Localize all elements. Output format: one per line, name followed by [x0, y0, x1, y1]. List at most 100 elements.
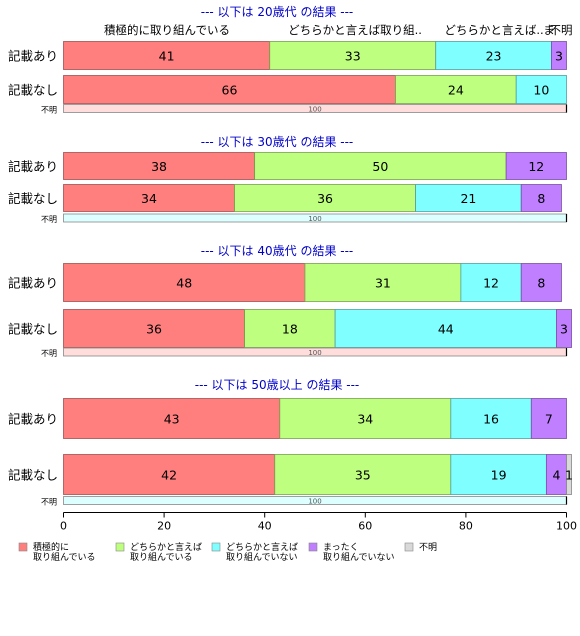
- header-label-1: どちらかと言えば取り組..: [288, 23, 422, 37]
- data-label-0-0-3: 3: [555, 49, 563, 64]
- bar-segment-3-0-2: [450, 398, 532, 439]
- bar-segment-1-0-3: [505, 152, 567, 180]
- data-label-0-1-0: 66: [222, 83, 238, 98]
- bar-segment-2-1-1: [244, 309, 336, 348]
- data-label-1-1-1: 36: [317, 191, 333, 206]
- group-title-1: --- 以下は 30歳代 の結果 ---: [201, 135, 354, 149]
- data-label-1-0-3: 12: [528, 159, 544, 174]
- group-title-2: --- 以下は 40歳代 の結果 ---: [201, 244, 354, 258]
- unknown-label-0: 不明: [41, 106, 57, 115]
- data-label-0-0-1: 33: [345, 49, 361, 64]
- header-label-0: 積極的に取り組んでいる: [104, 23, 230, 37]
- bar-segment-1-1-0: [63, 184, 235, 212]
- legend-label-2-line1: どちらかと言えば: [226, 541, 298, 553]
- legend-label-1-line2: 取り組んでいる: [130, 551, 193, 563]
- data-label-0-1-1: 24: [448, 83, 464, 98]
- data-label-1-0-1: 50: [372, 159, 388, 174]
- data-label-2-1-3: 3: [560, 322, 568, 337]
- unknown-value-3: 100: [308, 498, 321, 506]
- bar-segment-3-1-2: [450, 454, 547, 495]
- data-label-3-0-1: 34: [357, 412, 373, 427]
- bar-segment-2-0-3: [520, 263, 562, 302]
- data-label-3-0-3: 7: [545, 412, 553, 427]
- legend-swatch-1: [115, 542, 125, 552]
- bar-segment-1-0-1: [254, 152, 507, 180]
- bar-segment-0-0-3: [551, 41, 567, 70]
- data-label-2-1-1: 18: [282, 322, 298, 337]
- legend-swatch-0: [18, 542, 28, 552]
- data-label-0-0-2: 23: [486, 49, 502, 64]
- bar-segment-1-1-1: [234, 184, 417, 212]
- unknown-label-2: 不明: [41, 349, 57, 358]
- data-label-0-1-2: 10: [533, 83, 549, 98]
- x-tick-label-5: 100: [556, 520, 577, 533]
- bar-segment-3-1-1: [274, 454, 452, 495]
- x-tick-label-3: 60: [358, 520, 372, 533]
- data-label-3-1-0: 42: [161, 468, 177, 483]
- legend-label-4-line1: 不明: [419, 542, 437, 553]
- x-tick-label-0: 0: [60, 520, 67, 533]
- bar-segment-3-0-1: [279, 398, 452, 439]
- row-label-1-0: 記載あり: [8, 159, 58, 174]
- header-label-2: どちらかと言えば..: [444, 23, 543, 37]
- bar-segment-0-1-1: [395, 75, 517, 104]
- data-label-1-0-0: 38: [151, 159, 167, 174]
- bar-segment-1-0-0: [63, 152, 256, 180]
- data-label-3-1-2: 19: [491, 468, 507, 483]
- row-label-3-0: 記載あり: [8, 412, 58, 427]
- bar-segment-2-0-1: [304, 263, 462, 302]
- group-title-0: --- 以下は 20歳代 の結果 ---: [201, 5, 354, 19]
- unknown-value-1: 100: [308, 215, 321, 223]
- unknown-value-0: 100: [308, 106, 321, 114]
- data-label-2-0-3: 8: [537, 276, 545, 291]
- legend-label-1-line1: どちらかと言えば: [130, 541, 202, 553]
- bar-segment-2-1-2: [334, 309, 557, 348]
- row-label-0-0: 記載あり: [8, 49, 58, 64]
- bar-segment-0-0-0: [63, 41, 271, 70]
- row-label-2-1: 記載なし: [8, 322, 58, 337]
- data-label-3-1-4: 1: [565, 468, 573, 483]
- bar-segment-0-1-2: [515, 75, 567, 104]
- bar-segment-2-1-3: [556, 309, 572, 348]
- legend-label-3-line1: まったく: [323, 542, 359, 553]
- legend-swatch-3: [308, 542, 318, 552]
- legend-label-0-line2: 取り組んでいる: [33, 551, 96, 563]
- unknown-value-2: 100: [308, 349, 321, 357]
- data-label-1-1-2: 21: [460, 191, 476, 206]
- data-label-2-0-1: 31: [375, 276, 391, 291]
- bar-segment-0-1-0: [63, 75, 396, 104]
- data-label-1-1-0: 34: [141, 191, 157, 206]
- unknown-label-3: 不明: [41, 498, 57, 507]
- bar-segment-3-1-4: [566, 454, 572, 495]
- header-label-3: ま: [543, 23, 555, 37]
- legend-label-0-line1: 積極的に: [33, 541, 69, 553]
- data-label-2-1-2: 44: [438, 322, 454, 337]
- data-label-3-1-3: 4: [552, 468, 560, 483]
- data-label-1-1-3: 8: [537, 191, 545, 206]
- bar-segment-0-0-1: [269, 41, 437, 70]
- row-label-0-1: 記載なし: [8, 83, 58, 98]
- legend-swatch-2: [211, 542, 221, 552]
- x-tick-label-4: 80: [459, 520, 473, 533]
- legend-label-3-line2: 取り組んでいない: [323, 551, 395, 563]
- data-label-3-0-2: 16: [483, 412, 499, 427]
- row-label-2-0: 記載あり: [8, 276, 58, 291]
- bar-segment-2-0-0: [63, 263, 306, 302]
- bar-segment-3-0-3: [530, 398, 567, 439]
- bar-segment-1-1-3: [520, 184, 562, 212]
- row-label-1-1: 記載なし: [8, 191, 58, 206]
- x-tick-label-2: 40: [258, 520, 272, 533]
- bar-segment-1-1-2: [415, 184, 522, 212]
- legend-label-2-line2: 取り組んでいない: [226, 551, 298, 563]
- data-label-3-0-0: 43: [164, 412, 180, 427]
- data-label-2-0-0: 48: [176, 276, 192, 291]
- legend-swatch-4: [404, 542, 414, 552]
- data-label-0-0-0: 41: [159, 49, 175, 64]
- data-label-2-1-0: 36: [146, 322, 162, 337]
- row-label-3-1: 記載なし: [8, 468, 58, 483]
- x-tick-label-1: 20: [157, 520, 171, 533]
- unknown-label-1: 不明: [41, 215, 57, 224]
- group-title-3: --- 以下は 50歳以上 の結果 ---: [195, 378, 360, 392]
- bar-segment-2-1-0: [63, 309, 245, 348]
